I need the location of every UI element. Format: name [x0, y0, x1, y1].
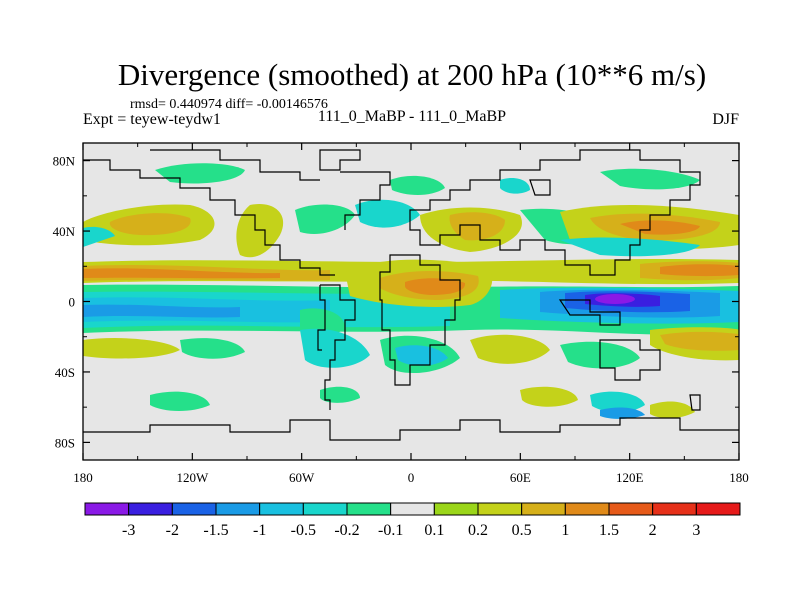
coastlines [83, 149, 739, 441]
x-tick-label: 120W [176, 470, 209, 485]
y-tick-label: 80S [55, 435, 75, 450]
expt-label: Expt = teyew-teydw1 [83, 111, 221, 128]
colorbar-swatch [128, 502, 173, 516]
colorbar-label: 0.5 [512, 522, 532, 539]
colorbar-label: -2 [166, 522, 179, 539]
colorbar-label: 1.5 [599, 522, 619, 539]
x-tick-label: 60E [510, 470, 531, 485]
x-tick-label: 180 [73, 470, 93, 485]
x-tick-label: 60W [289, 470, 315, 485]
colorbar-label: -1.5 [203, 522, 228, 539]
center-label: 111_0_MaBP - 111_0_MaBP [318, 108, 506, 125]
colorbar-swatch [84, 502, 130, 516]
colorbar-swatch [521, 502, 566, 516]
colorbar-label: 2 [649, 522, 657, 539]
colorbar-swatch [302, 502, 348, 516]
colorbar-label: 0.1 [424, 522, 444, 539]
y-tick-label: 0 [69, 295, 76, 310]
y-tick-label: 40S [55, 365, 75, 380]
colorbar-label: -0.2 [334, 522, 359, 539]
colorbar-label: -1 [253, 522, 266, 539]
x-axis: 180 120W 60W 0 60E 120E 180 [73, 143, 749, 485]
colorbar-label: -3 [122, 522, 135, 539]
colorbar-swatch [695, 502, 741, 516]
colorbar-swatch [215, 502, 261, 516]
y-tick-label: 40N [53, 224, 76, 239]
colorbar-label: 1 [561, 522, 569, 539]
colorbar-swatch [346, 502, 392, 516]
colorbar-swatch [433, 502, 479, 516]
colorbar-label: 0.2 [468, 522, 488, 539]
stats-line: rmsd= 0.440974 diff= -0.00146576 [130, 97, 328, 112]
map-area [83, 143, 739, 460]
colorbar-label: -0.1 [378, 522, 403, 539]
x-tick-label: 180 [729, 470, 749, 485]
colorbar-label: -0.5 [291, 522, 316, 539]
x-tick-label: 120E [616, 470, 644, 485]
colorbar-swatch [608, 502, 654, 516]
tropical-bands [83, 259, 739, 335]
y-axis: 80N 40N 0 40S 80S [53, 154, 739, 450]
colorbar-swatch [171, 502, 217, 516]
season-label: DJF [712, 111, 739, 128]
colorbar-swatch [259, 502, 304, 516]
colorbar-swatch [564, 502, 610, 516]
x-tick-label: 0 [408, 470, 415, 485]
chart-title: Divergence (smoothed) at 200 hPa (10**6 … [118, 57, 706, 92]
colorbar-swatch [390, 502, 435, 516]
y-tick-label: 80N [53, 154, 76, 169]
colorbar: -3 -2 -1.5 -1 -0.5 -0.2 -0.1 0.1 0.2 0.5 1 1.5 2 3 [84, 502, 741, 539]
colorbar-swatch [652, 502, 697, 516]
colorbar-label: 3 [692, 522, 700, 539]
colorbar-swatch [477, 502, 523, 516]
convergence-minimum [595, 294, 635, 304]
